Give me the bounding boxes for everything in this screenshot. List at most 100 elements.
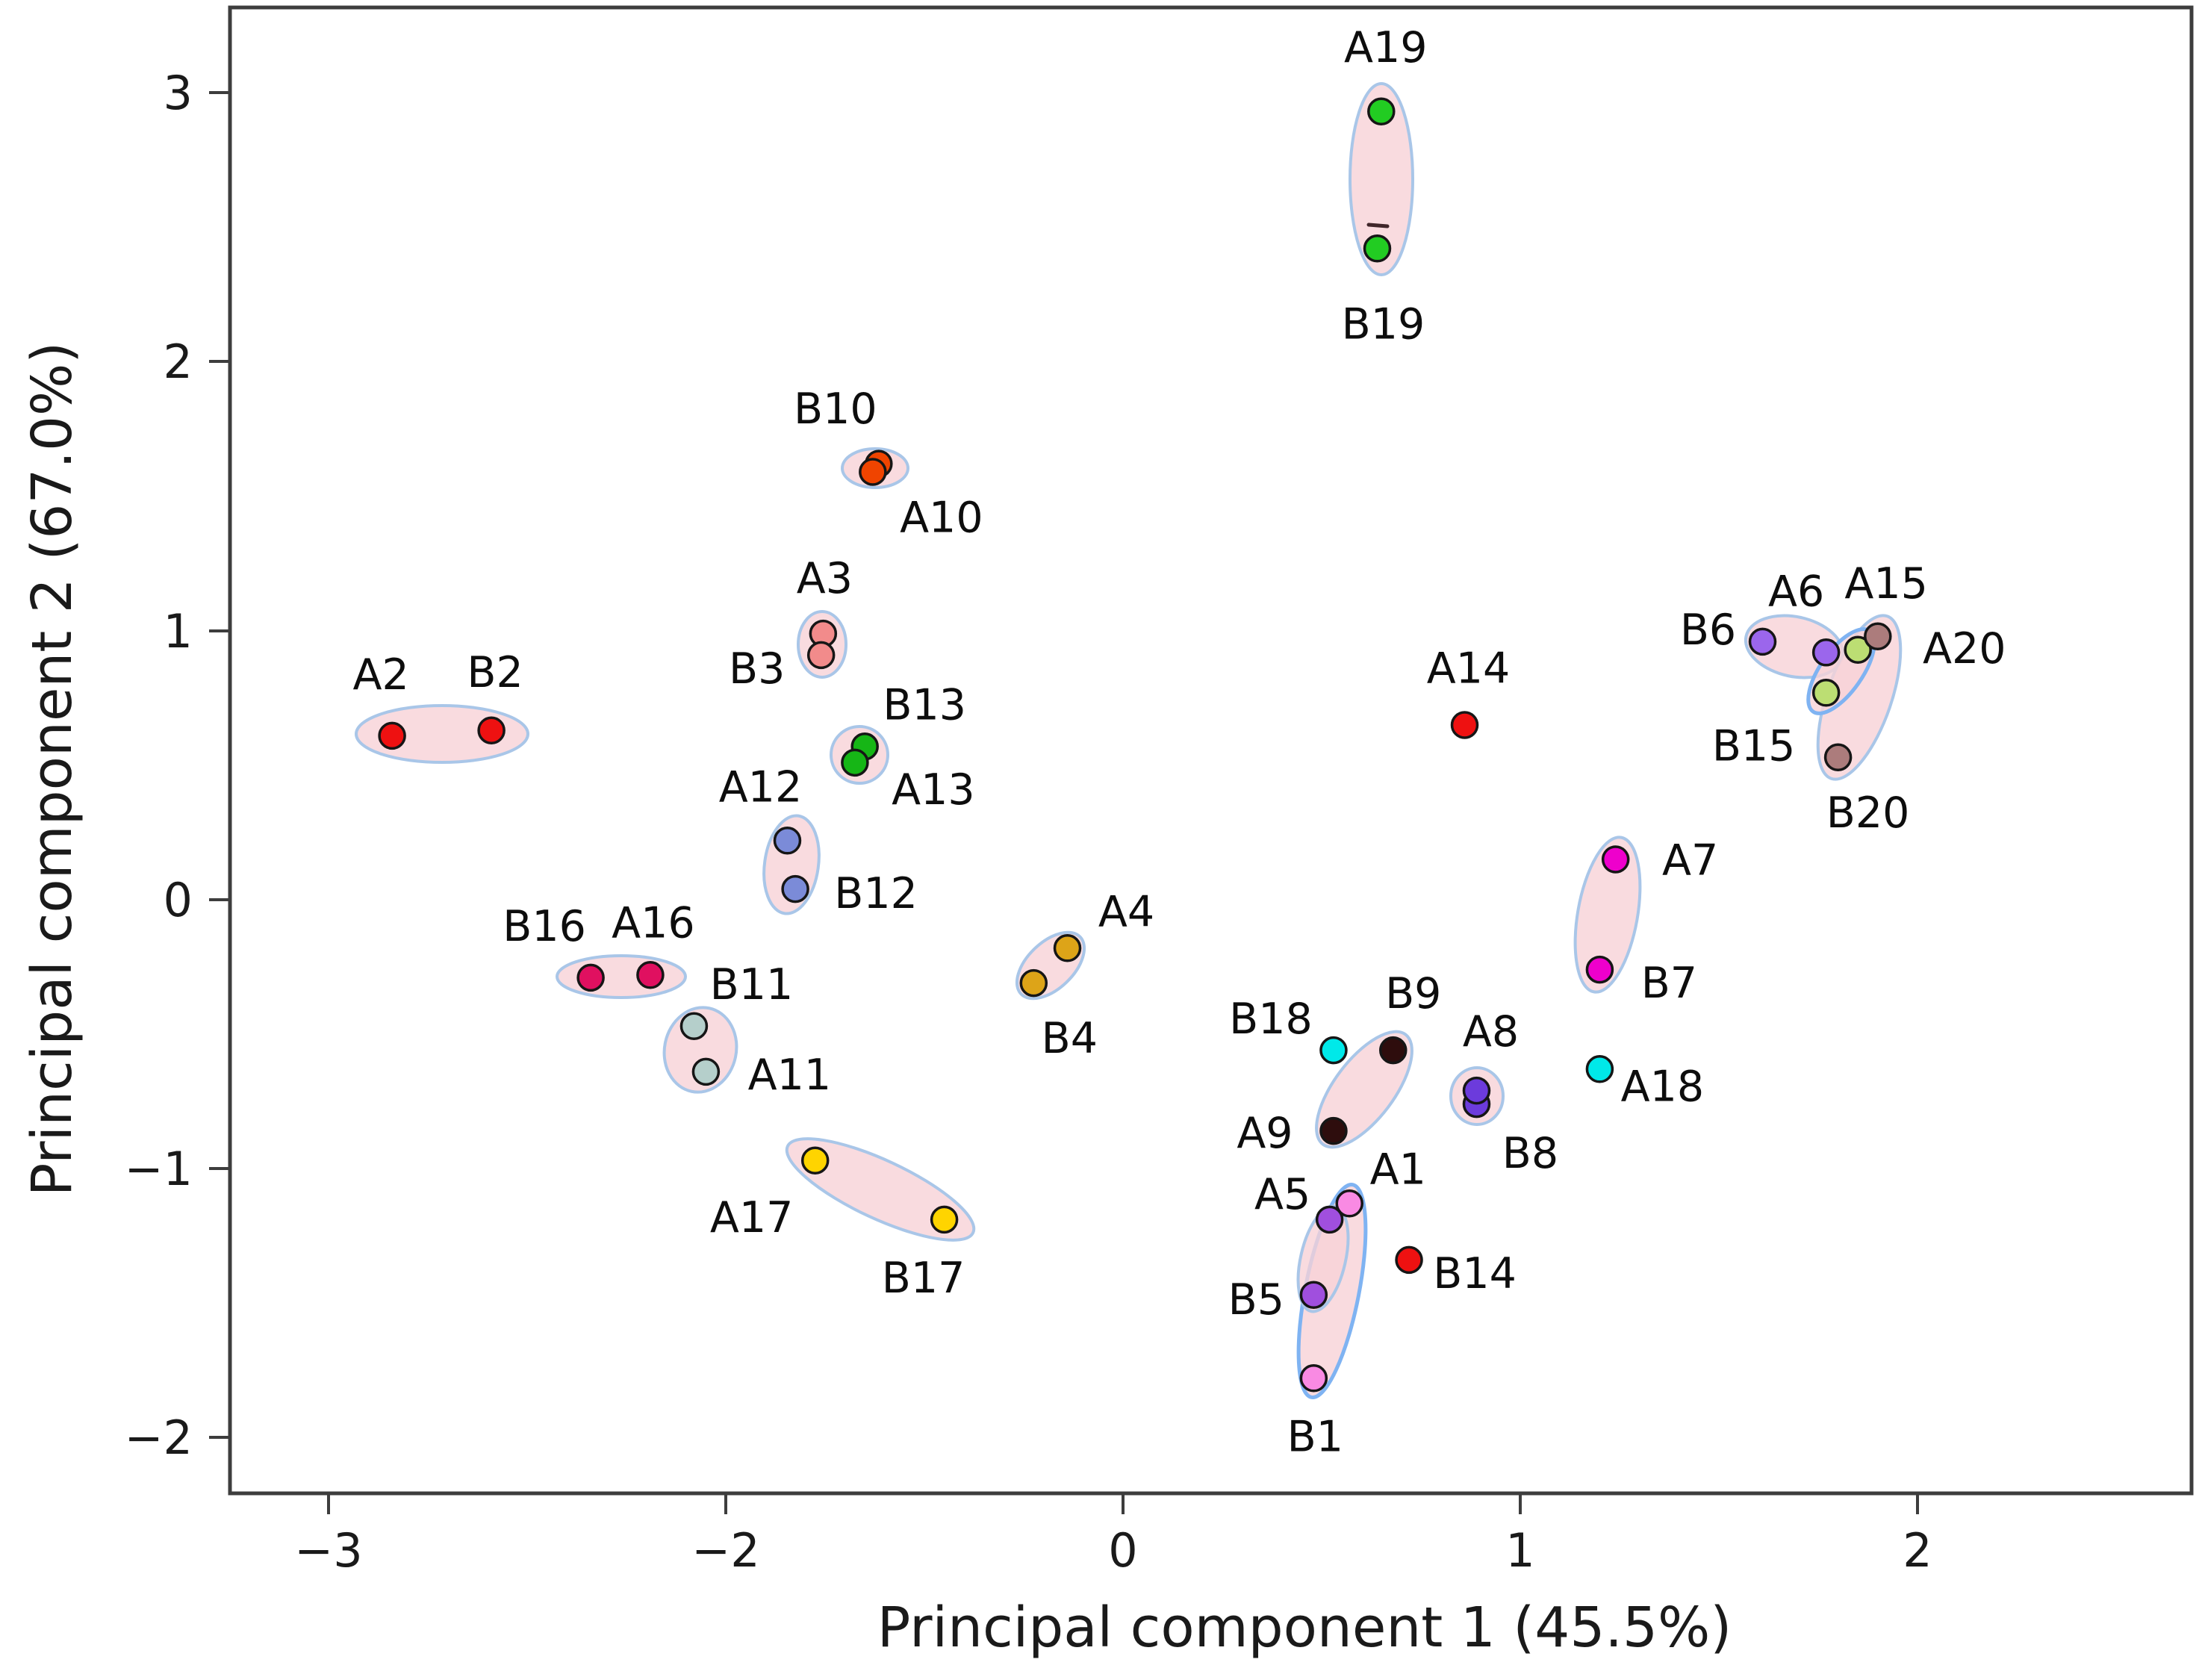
- point-label-B20: B20: [1826, 788, 1910, 838]
- point-label-A18: A18: [1621, 1062, 1705, 1111]
- point-label-B16: B16: [503, 902, 586, 951]
- point-label-A4: A4: [1098, 887, 1154, 936]
- point-label-B5: B5: [1228, 1275, 1284, 1325]
- point-label-A1: A1: [1370, 1145, 1426, 1194]
- y-tick-label-−1: −1: [125, 1142, 193, 1196]
- data-point-A6: [1811, 638, 1841, 667]
- data-point-A14: [1450, 711, 1479, 739]
- point-label-A17: A17: [710, 1193, 794, 1242]
- data-point-B12: [781, 874, 809, 903]
- data-point-B7: [1585, 955, 1614, 984]
- plot-border: [228, 5, 2194, 1496]
- point-label-B4: B4: [1042, 1014, 1098, 1063]
- y-tick-label-0: 0: [164, 873, 193, 927]
- data-point-B5: [1299, 1281, 1328, 1309]
- data-point-A13: [841, 748, 869, 777]
- data-point-B11: [679, 1012, 709, 1040]
- point-label-B14: B14: [1433, 1249, 1517, 1298]
- y-tick-label-1: 1: [164, 604, 193, 659]
- data-point-A17: [800, 1146, 830, 1175]
- data-point-A1: [1335, 1189, 1363, 1218]
- point-label-B19: B19: [1342, 299, 1425, 349]
- point-label-A13: A13: [892, 765, 975, 815]
- x-tick-label-−3: −3: [294, 1523, 362, 1578]
- x-tick-label-−2: −2: [691, 1523, 759, 1578]
- data-point-A2: [378, 721, 406, 750]
- x-tick-label-2: 2: [1903, 1523, 1932, 1578]
- data-point-A19: [1367, 97, 1396, 125]
- y-axis-title: Principal component 2 (67.0%): [20, 342, 84, 1196]
- point-label-B3: B3: [729, 644, 785, 694]
- point-label-B17: B17: [882, 1254, 965, 1303]
- data-point-B16: [576, 963, 605, 992]
- data-point-B15: [1811, 679, 1841, 707]
- stray-dash-group: [1366, 223, 1390, 228]
- point-label-A14: A14: [1427, 644, 1511, 694]
- data-point-B14: [1395, 1245, 1423, 1275]
- point-label-A6: A6: [1768, 567, 1824, 616]
- point-label-A12: A12: [719, 762, 803, 812]
- point-label-A5: A5: [1254, 1170, 1310, 1219]
- data-point-A15: [1844, 635, 1872, 664]
- point-label-B11: B11: [710, 960, 794, 1009]
- data-point-A8: [1462, 1076, 1491, 1105]
- data-point-A11: [691, 1057, 721, 1086]
- data-point-B1: [1299, 1364, 1328, 1393]
- point-label-B12: B12: [834, 869, 918, 918]
- data-point-B19: [1363, 234, 1392, 263]
- point-label-A9: A9: [1237, 1109, 1293, 1158]
- point-label-A16: A16: [612, 898, 695, 948]
- point-label-B18: B18: [1229, 995, 1313, 1044]
- point-label-B10: B10: [794, 385, 877, 434]
- y-tick-label-2: 2: [164, 335, 193, 389]
- x-axis-title: Principal component 1 (45.5%): [877, 1596, 1732, 1660]
- data-point-A4: [1053, 934, 1082, 962]
- data-point-A20: [1864, 622, 1892, 650]
- point-label-B1: B1: [1287, 1412, 1343, 1461]
- point-label-A15: A15: [1844, 559, 1928, 609]
- y-tick-label-−2: −2: [125, 1410, 193, 1465]
- point-label-A11: A11: [748, 1051, 832, 1100]
- point-label-A8: A8: [1463, 1007, 1519, 1057]
- data-point-A12: [773, 827, 802, 855]
- data-point-B6: [1748, 627, 1777, 656]
- y-axis-ticks-group: 3 2 1 0 −1 −2: [125, 66, 230, 1465]
- data-point-B18: [1319, 1036, 1348, 1065]
- data-point-B3: [806, 641, 836, 670]
- point-label-A7: A7: [1662, 836, 1718, 886]
- data-point-B2: [477, 716, 506, 744]
- point-label-B13: B13: [883, 680, 966, 729]
- point-label-B15: B15: [1712, 721, 1796, 771]
- data-point-A16: [636, 961, 665, 989]
- point-label-A20: A20: [1923, 624, 2006, 673]
- point-label-A19: A19: [1344, 23, 1428, 72]
- data-points-group: [378, 97, 1892, 1393]
- point-label-B9: B9: [1385, 969, 1441, 1018]
- cluster-ellipse-17: [785, 1137, 976, 1242]
- x-axis-ticks-group: −3 −2 0 1 2: [294, 1493, 1932, 1578]
- point-label-A3: A3: [797, 554, 853, 603]
- cluster-ellipse-4: [1015, 930, 1086, 1001]
- cluster-ellipses-group: [355, 82, 1903, 1400]
- data-point-A10: [859, 458, 887, 486]
- data-point-A9: [1319, 1116, 1348, 1145]
- data-point-A5: [1315, 1205, 1344, 1234]
- cluster-ellipse-9: [1315, 1030, 1413, 1149]
- data-point-B17: [930, 1205, 959, 1234]
- data-point-A18: [1585, 1055, 1614, 1083]
- x-tick-label-1: 1: [1505, 1523, 1534, 1578]
- cluster-ellipse-19: [1349, 82, 1414, 276]
- cluster-ellipse-16: [556, 954, 687, 999]
- point-label-A10: A10: [900, 494, 983, 543]
- data-point-A7: [1601, 845, 1630, 874]
- point-label-B7: B7: [1641, 959, 1697, 1008]
- stray-dash: [1366, 223, 1390, 228]
- data-point-B9: [1379, 1036, 1408, 1065]
- data-point-B4: [1019, 968, 1048, 998]
- point-label-B6: B6: [1680, 606, 1736, 655]
- cluster-ellipse-7: [1573, 836, 1642, 994]
- point-label-B2: B2: [467, 648, 523, 697]
